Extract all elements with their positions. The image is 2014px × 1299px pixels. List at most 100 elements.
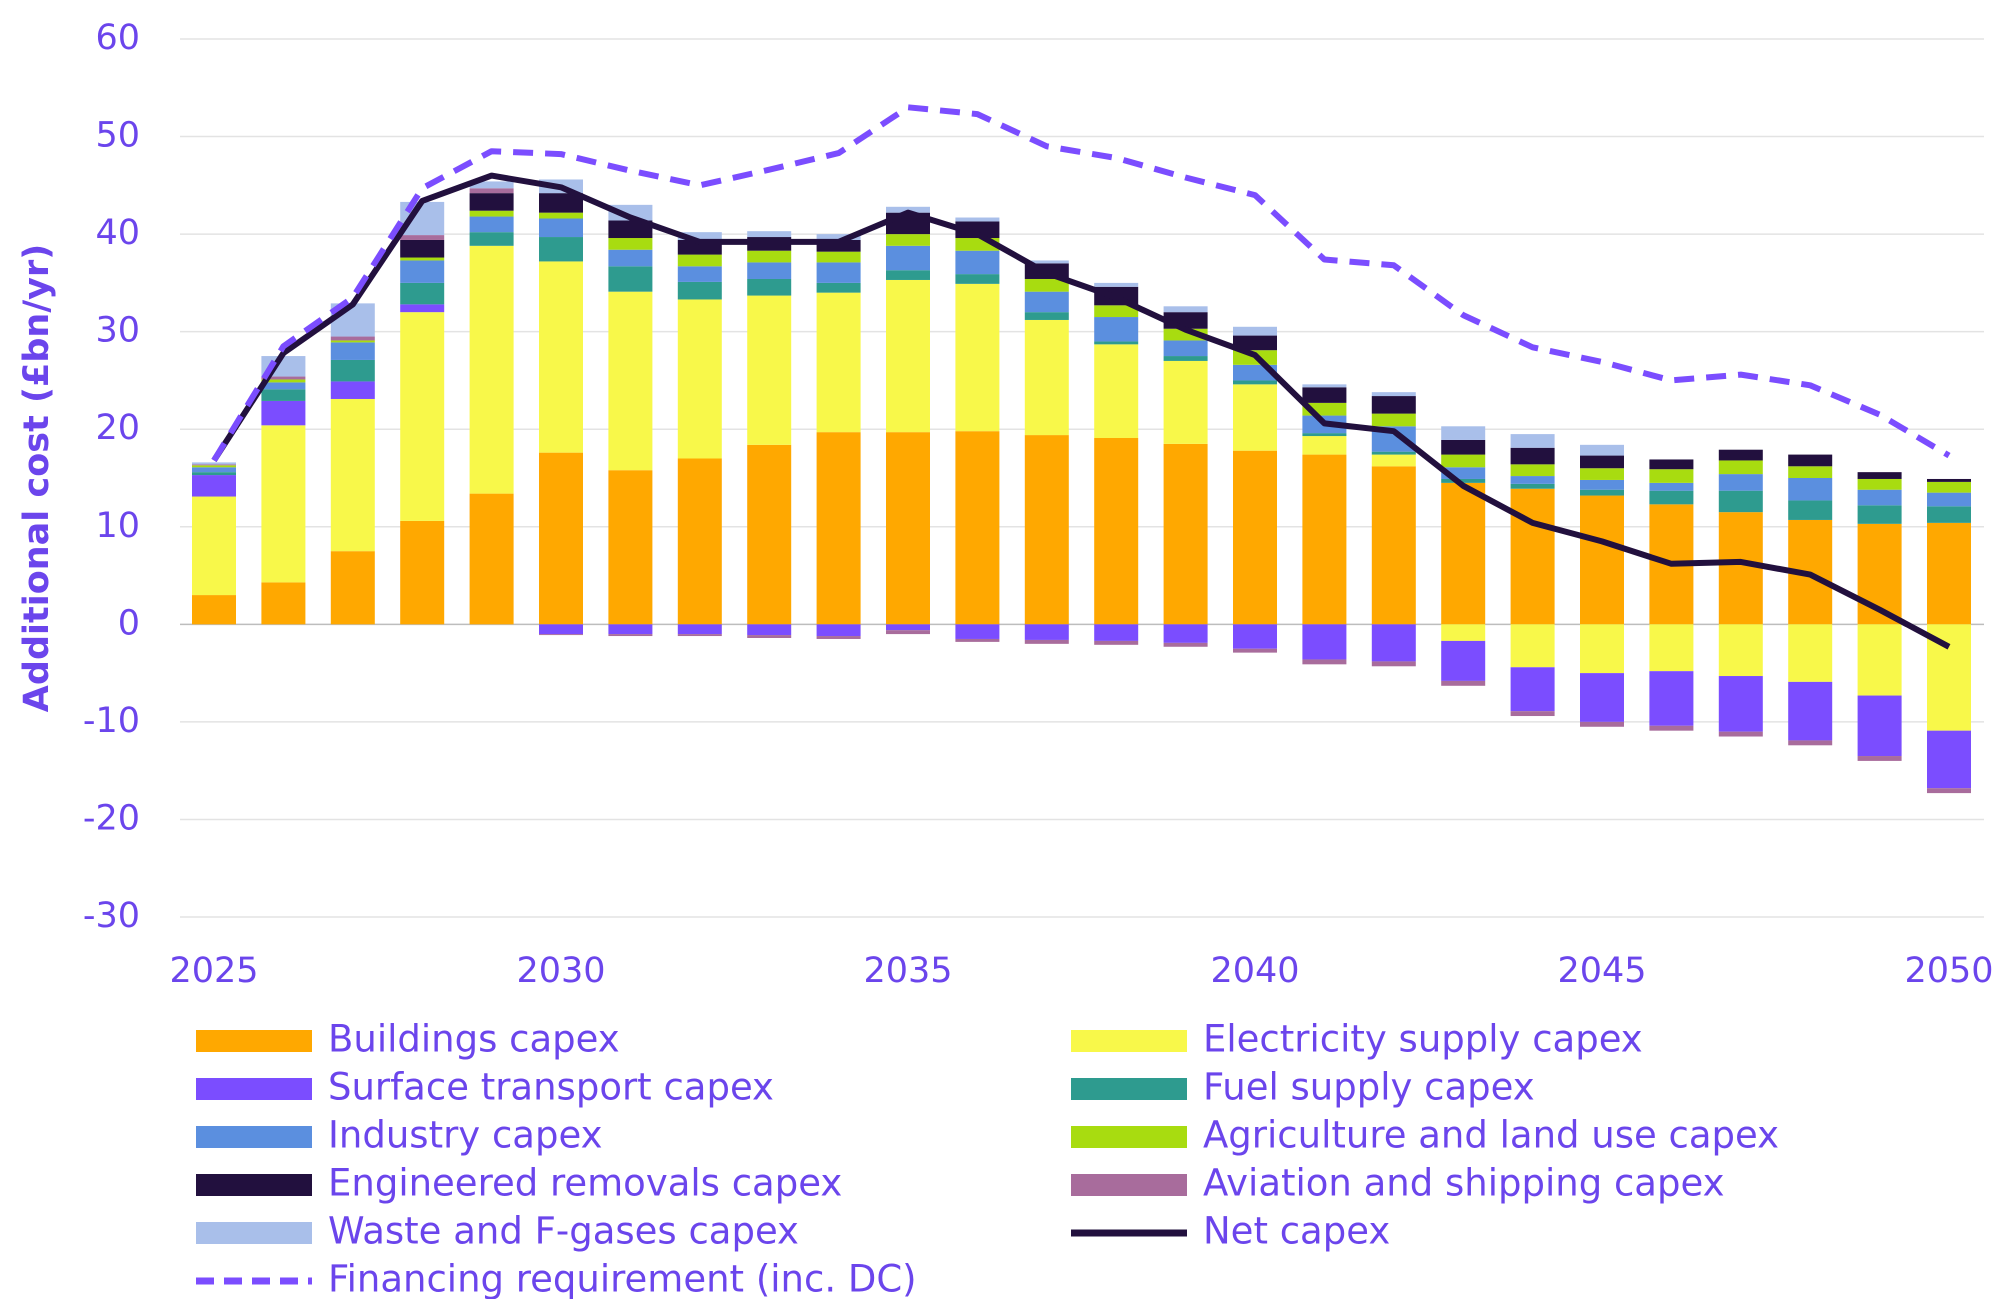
bar-segment	[469, 193, 514, 211]
y-tick-label: 60	[95, 18, 140, 58]
bar-segment	[1441, 426, 1486, 440]
bar-segment	[1371, 466, 1416, 625]
bar-segment	[539, 624, 583, 635]
bar-segment	[1580, 721, 1624, 727]
bar-segment	[747, 295, 792, 445]
bar-segment	[955, 274, 1000, 284]
bar-segment	[1927, 730, 1971, 789]
bar-segment	[539, 261, 583, 453]
bar-segment	[1927, 478, 1971, 482]
bar-segment	[400, 257, 445, 261]
y-tick-label: 0	[118, 603, 140, 643]
bar-segment	[1857, 624, 1902, 696]
bar-segment	[1510, 483, 1555, 489]
bar-segment	[955, 638, 1000, 642]
bar-segment	[886, 279, 930, 433]
x-tick-label: 2040	[1210, 951, 1299, 991]
bar-segment	[608, 470, 653, 625]
bar-segment	[330, 381, 375, 399]
bar-segment	[1510, 447, 1555, 465]
bar-segment	[955, 431, 1000, 625]
bar-segment	[1441, 467, 1486, 479]
bar-segment	[469, 188, 514, 194]
bar-segment	[261, 376, 306, 380]
bar-segment	[1857, 756, 1902, 761]
bar-segment	[1094, 305, 1139, 318]
y-tick-label: -10	[83, 701, 140, 741]
legend-swatch	[1071, 1126, 1187, 1148]
legend-label: Electricity supply capex	[1203, 1018, 1643, 1061]
bar-segment	[1927, 492, 1971, 507]
y-tick-label: 20	[95, 408, 140, 448]
bar-segment	[608, 266, 653, 292]
bar-segment	[608, 624, 653, 635]
bar-segment	[261, 382, 306, 390]
bar-segment	[1371, 661, 1416, 667]
bar-segment	[400, 282, 445, 305]
x-tick-label: 2035	[863, 951, 952, 991]
bar-segment	[886, 630, 930, 635]
legend-swatch	[1071, 1030, 1187, 1052]
bar-segment	[1441, 454, 1486, 468]
bar-segment	[1302, 433, 1347, 437]
bar-segment	[469, 181, 514, 189]
bar-segment	[886, 624, 930, 631]
bar-segment	[192, 475, 236, 497]
bar-segment	[1649, 671, 1694, 726]
bar-segment	[1024, 639, 1069, 644]
bar-segment	[1441, 478, 1486, 483]
legend-swatch	[196, 1078, 312, 1100]
bar-segment	[677, 266, 722, 282]
bar-segment	[1371, 413, 1416, 427]
bar-segment	[1927, 481, 1971, 493]
bar-segment	[816, 624, 861, 637]
legend-label: Industry capex	[328, 1114, 602, 1157]
bar-segment	[1718, 449, 1763, 461]
bar-segment	[1580, 495, 1624, 625]
bar-segment	[955, 250, 1000, 275]
bar-segment	[816, 234, 861, 240]
x-tick-label: 2050	[1904, 951, 1993, 991]
bar-segment	[677, 232, 722, 240]
bar-segment	[677, 634, 722, 637]
bar-segment	[1233, 624, 1277, 649]
bar-segment	[1927, 788, 1971, 794]
legend-swatch	[196, 1222, 312, 1244]
bar-segment	[400, 304, 445, 313]
bar-segment	[1024, 291, 1069, 313]
y-axis-label: Additional cost (£bn/yr)	[17, 244, 57, 712]
bar-segment	[1510, 711, 1555, 717]
bar-segment	[192, 464, 236, 466]
bar-segment	[1649, 490, 1694, 505]
bar-segment	[886, 432, 930, 625]
x-tick-label: 2025	[169, 951, 258, 991]
bar-segment	[955, 624, 1000, 639]
bar-segment	[1094, 317, 1139, 342]
y-tick-label: -30	[83, 896, 140, 936]
bar-segment	[1649, 482, 1694, 491]
bar-segment	[747, 624, 792, 636]
bar-segment	[1718, 676, 1763, 732]
bar-segment	[1718, 474, 1763, 491]
bar-segment	[816, 636, 861, 639]
bar-segment	[1718, 512, 1763, 625]
bar-segment	[955, 283, 1000, 432]
bar-segment	[1302, 387, 1347, 403]
bar-segment	[677, 458, 722, 625]
bar-segment	[747, 262, 792, 279]
bar-segment	[677, 624, 722, 635]
bar-segment	[955, 221, 1000, 239]
bar-segment	[1163, 306, 1208, 313]
bar-segment	[1788, 500, 1833, 520]
x-tick-label: 2030	[516, 951, 605, 991]
legend-label: Buildings capex	[328, 1018, 620, 1061]
y-tick-label: 50	[95, 116, 140, 156]
bar-segment	[608, 204, 653, 221]
bar-segment	[816, 262, 861, 283]
bar-segment	[539, 218, 583, 238]
bar-segment	[1649, 725, 1694, 731]
bar-segment	[1510, 464, 1555, 477]
bar-segment	[1441, 640, 1486, 681]
bar-segment	[677, 299, 722, 459]
bar-segment	[261, 425, 306, 583]
